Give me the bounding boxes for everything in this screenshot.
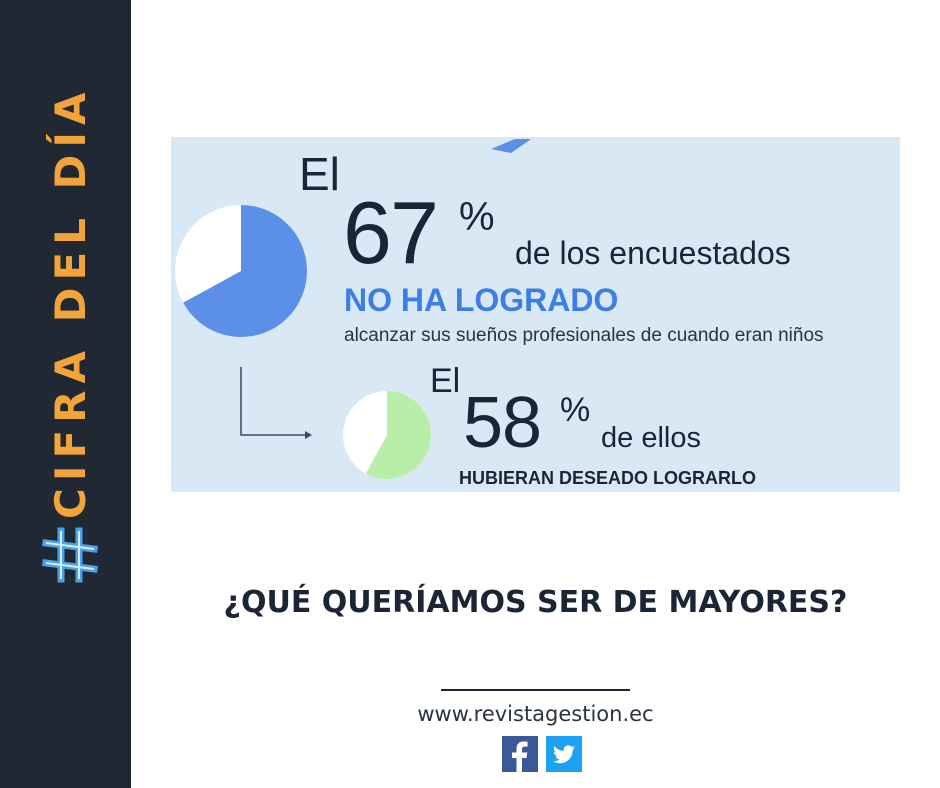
pie-67-slice (183, 205, 307, 337)
stat1-description: de los encuestados (515, 235, 791, 271)
stat2-description: de ellos (601, 422, 701, 454)
twitter-icon[interactable] (546, 736, 582, 772)
stat2-emphasis: HUBIERAN DESEADO LOGRARLO (459, 468, 757, 488)
hashtag-icon (42, 527, 98, 583)
stat1-percent-sign: % (459, 195, 495, 239)
website-link[interactable]: www.revistagestion.ec (417, 702, 654, 726)
pie-chart-58 (343, 391, 432, 480)
stat1-number: 67 (343, 183, 439, 282)
sidebar-vertical-title: CIFRA DEL DÍA (40, 25, 100, 585)
facebook-icon[interactable] (502, 736, 538, 772)
stat1-emphasis: NO HA LOGRADO (344, 282, 619, 318)
pie-58-slice (365, 391, 432, 480)
stat1-prefix: El (299, 148, 340, 200)
stat1-detail: alcanzar sus sueños profesionales de cua… (344, 325, 824, 346)
sidebar-title: CIFRA DEL DÍA (45, 85, 95, 519)
stat2-number: 58 (463, 383, 542, 463)
headline: ¿QUÉ QUERÍAMOS SER DE MAYORES? (223, 585, 848, 620)
corner-down-right-arrow-icon (240, 367, 312, 439)
infographic-graphics (175, 139, 531, 480)
infographic-panel: El 67 % de los encuestados NO HA LOGRADO… (171, 137, 900, 492)
top-triangle-decoration (491, 139, 531, 153)
stat2-percent-sign: % (560, 391, 591, 429)
pie-chart-67 (175, 205, 307, 337)
sidebar: CIFRA DEL DÍA (0, 0, 131, 788)
footer-divider (441, 689, 630, 691)
stat2-prefix: El (430, 362, 461, 400)
